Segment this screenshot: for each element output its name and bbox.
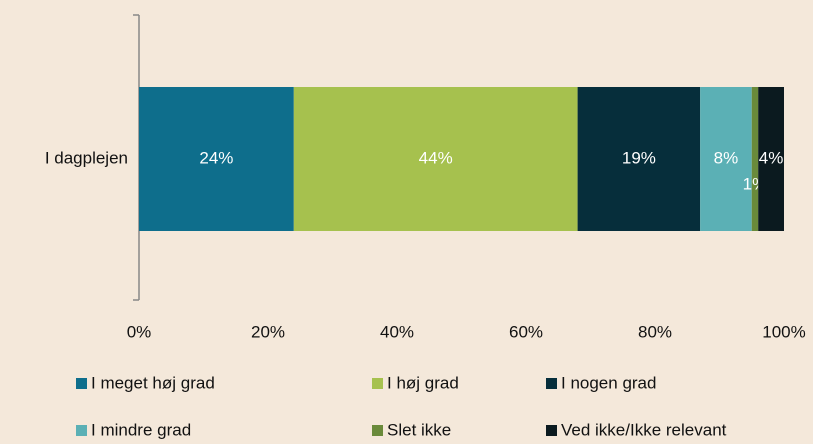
x-tick-label: 80% [638,322,672,341]
legend-swatch [372,378,383,389]
legend-label: I mindre grad [91,420,191,439]
x-tick-label: 40% [380,322,414,341]
legend-swatch [76,378,87,389]
bar-segment [700,87,752,231]
x-tick-label: 60% [509,322,543,341]
x-tick-label: 0% [127,322,152,341]
data-label: 24% [199,148,233,167]
legend-swatch [76,425,87,436]
data-label: 4% [759,148,784,167]
legend-label: I høj grad [387,373,459,392]
data-label: 8% [714,148,739,167]
data-label: 44% [419,148,453,167]
bar-segment [751,87,759,231]
bar-segment [293,87,578,231]
legend-swatch [372,425,383,436]
category-label: I dagplejen [45,148,128,167]
legend-label: I nogen grad [561,373,656,392]
bar-segment [577,87,701,231]
bar-segment [758,87,784,231]
legend-swatch [546,425,557,436]
x-tick-label: 20% [251,322,285,341]
legend-swatch [546,378,557,389]
data-label: 19% [622,148,656,167]
x-tick-label: 100% [762,322,805,341]
bar-segment [139,87,294,231]
legend-label: Ved ikke/Ikke relevant [561,420,727,439]
legend-label: Slet ikke [387,420,451,439]
legend-label: I meget høj grad [91,373,215,392]
